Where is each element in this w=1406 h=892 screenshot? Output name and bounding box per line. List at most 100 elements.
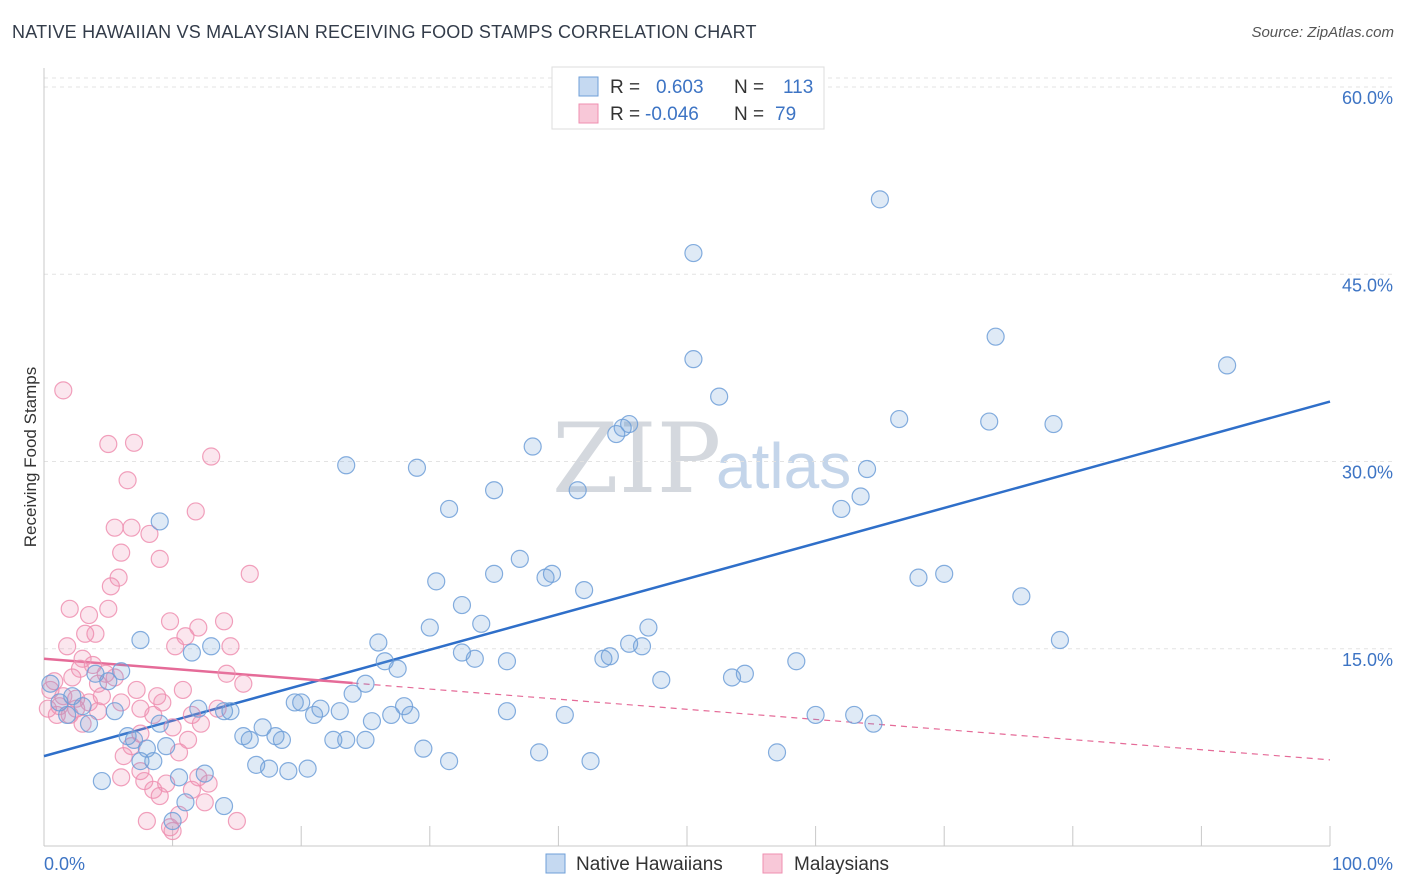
- point-malaysian: [131, 761, 150, 781]
- point-native-hawaiian: [806, 705, 825, 725]
- point-malaysian: [240, 564, 259, 583]
- point-native-hawaiian: [652, 670, 671, 690]
- point-native-hawaiian: [279, 761, 298, 781]
- point-native-hawaiian: [485, 481, 504, 500]
- point-native-hawaiian: [980, 412, 999, 431]
- point-native-hawaiian: [330, 702, 349, 721]
- point-native-hawaiian: [41, 674, 60, 693]
- point-malaysian: [202, 447, 221, 466]
- legend-n-label-1: N =: [734, 77, 764, 98]
- point-native-hawaiian: [710, 387, 729, 406]
- point-malaysian: [221, 637, 240, 656]
- point-native-hawaiian: [639, 618, 658, 637]
- point-native-hawaiian: [356, 730, 375, 749]
- point-native-hawaiian: [1050, 630, 1070, 650]
- point-malaysian: [153, 693, 172, 712]
- point-native-hawaiian: [427, 572, 446, 591]
- point-native-hawaiian: [259, 759, 279, 778]
- point-native-hawaiian: [832, 499, 851, 519]
- point-native-hawaiian: [684, 243, 703, 263]
- point-malaysian: [186, 502, 205, 521]
- point-malaysian: [199, 774, 218, 793]
- point-native-hawaiian: [189, 699, 208, 718]
- point-native-hawaiian: [202, 637, 221, 656]
- point-native-hawaiian: [870, 190, 890, 209]
- point-native-hawaiian: [124, 730, 144, 749]
- point-malaysian: [124, 433, 144, 452]
- point-native-hawaiian: [73, 697, 92, 716]
- legend-series-swatch-blue: [545, 853, 566, 874]
- point-malaysian: [79, 605, 99, 625]
- point-native-hawaiian: [767, 743, 787, 762]
- chart-title: NATIVE HAWAIIAN VS MALAYSIAN RECEIVING F…: [12, 22, 757, 42]
- point-native-hawaiian: [324, 730, 343, 749]
- point-malaysian: [173, 680, 192, 700]
- point-malaysian: [60, 599, 79, 618]
- point-native-hawaiian: [542, 564, 562, 583]
- point-native-hawaiian: [497, 702, 517, 721]
- legend-r-value-2: -0.046: [645, 104, 699, 125]
- point-native-hawaiian: [600, 647, 619, 666]
- point-malaysian: [144, 780, 163, 799]
- y-tick-label: 45.0%: [1342, 275, 1393, 295]
- point-native-hawaiian: [214, 702, 234, 721]
- point-malaysian: [118, 471, 137, 490]
- point-native-hawaiian: [272, 730, 292, 749]
- point-malaysian: [114, 747, 133, 766]
- y-tick-label: 60.0%: [1342, 88, 1393, 108]
- x-tick-label-max: 100.0%: [1332, 854, 1393, 874]
- point-native-hawaiian: [439, 499, 459, 519]
- point-native-hawaiian: [909, 568, 928, 587]
- x-tick-label-min: 0.0%: [44, 854, 85, 874]
- point-native-hawaiian: [523, 437, 542, 456]
- point-malaysian: [86, 624, 105, 643]
- trend-line-malaysian: [43, 657, 353, 685]
- point-native-hawaiian: [857, 459, 877, 479]
- point-native-hawaiian: [112, 662, 131, 681]
- point-native-hawaiian: [575, 580, 594, 600]
- point-native-hawaiian: [465, 649, 484, 668]
- point-native-hawaiian: [684, 350, 703, 369]
- point-malaysian: [109, 568, 128, 587]
- point-native-hawaiian: [414, 739, 433, 758]
- point-native-hawaiian: [890, 409, 909, 429]
- legend-series-label-1: Native Hawaiians: [576, 854, 723, 875]
- point-native-hawaiian: [343, 684, 362, 703]
- point-malaysian: [191, 714, 210, 733]
- point-malaysian: [217, 664, 236, 683]
- point-native-hawaiian: [935, 564, 954, 583]
- point-native-hawaiian: [356, 674, 375, 693]
- point-native-hawaiian: [150, 714, 169, 733]
- point-native-hawaiian: [221, 702, 240, 721]
- trend-line-extension-malaysian: [352, 682, 1331, 761]
- point-malaysian: [137, 811, 156, 831]
- point-native-hawaiian: [163, 811, 182, 831]
- point-native-hawaiian: [337, 456, 356, 475]
- point-native-hawaiian: [497, 652, 517, 671]
- legend-n-value-2: 79: [775, 104, 796, 125]
- legend-series-label-2: Malaysians: [794, 854, 889, 875]
- point-malaysian: [54, 381, 73, 400]
- point-native-hawaiian: [253, 718, 272, 737]
- point-native-hawaiian: [864, 714, 883, 733]
- point-native-hawaiian: [195, 764, 214, 783]
- data-points: [38, 190, 1237, 841]
- point-native-hawaiian: [568, 481, 587, 500]
- legend-swatch-pink: [578, 103, 599, 124]
- point-malaysian: [99, 434, 118, 454]
- point-native-hawaiian: [240, 730, 259, 749]
- point-malaysian: [195, 793, 214, 812]
- point-native-hawaiian: [176, 793, 195, 812]
- point-malaysian: [76, 624, 95, 643]
- point-malaysian: [214, 612, 234, 631]
- point-malaysian: [99, 599, 118, 618]
- point-native-hawaiian: [986, 327, 1005, 346]
- point-malaysian: [38, 699, 57, 718]
- point-native-hawaiian: [472, 614, 491, 633]
- point-native-hawaiian: [92, 771, 111, 791]
- axes: 15.0% 30.0% 45.0% 60.0%: [43, 68, 1393, 847]
- point-native-hawaiian: [581, 752, 600, 771]
- point-native-hawaiian: [382, 705, 401, 725]
- point-native-hawaiian: [388, 659, 407, 678]
